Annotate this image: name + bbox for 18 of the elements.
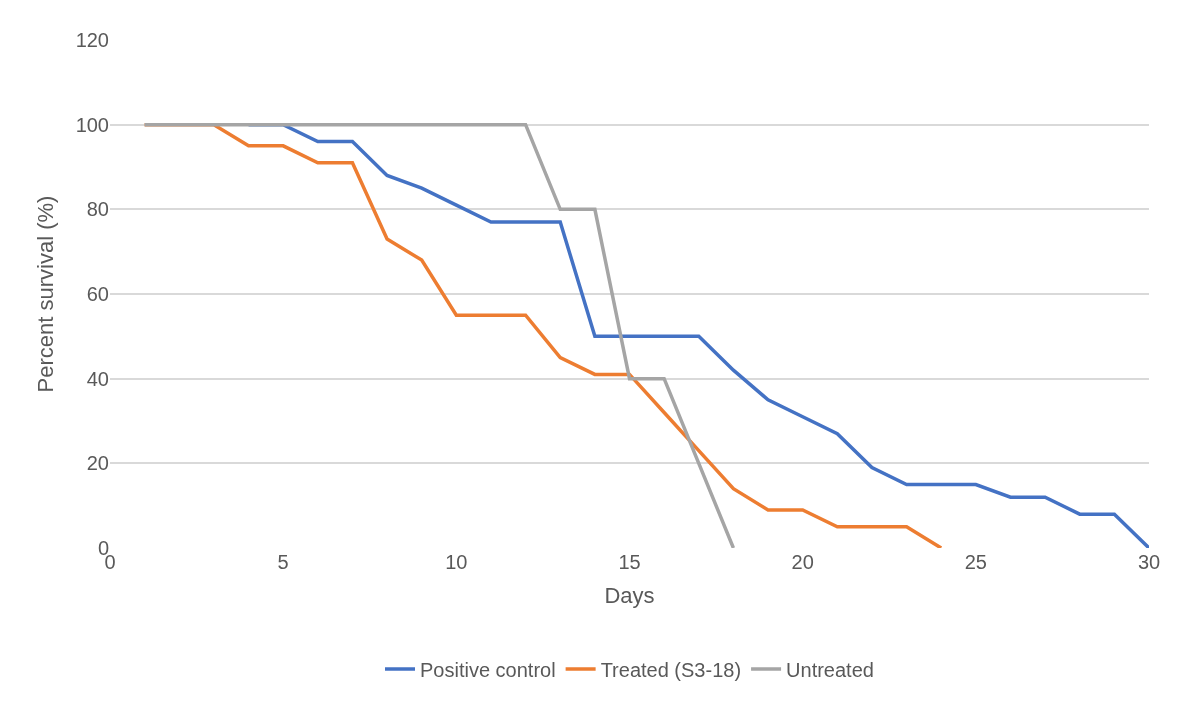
x-tick-label: 30 xyxy=(1137,551,1161,573)
line-series xyxy=(142,122,736,548)
y-tick-label: 40 xyxy=(86,367,109,390)
y-tick-label: 100 xyxy=(75,113,109,136)
y-tick-label: 80 xyxy=(86,198,109,221)
legend-label: Treated (S3-18) xyxy=(600,658,742,681)
x-tick-label: 10 xyxy=(445,551,468,573)
y-tick-label: 60 xyxy=(86,283,109,305)
legend-label: Untreated xyxy=(786,658,874,681)
y-tick-label: 120 xyxy=(75,29,109,51)
x-tick-label: 20 xyxy=(791,551,814,573)
x-tick-label: 15 xyxy=(618,551,641,573)
x-axis-title: Days xyxy=(604,582,655,608)
x-tick-label: 25 xyxy=(964,551,987,573)
y-axis-title: Percent survival (%) xyxy=(33,195,59,393)
legend-label: Positive control xyxy=(420,658,556,681)
y-tick-label: 20 xyxy=(86,452,109,475)
x-tick-label: 5 xyxy=(277,551,289,573)
